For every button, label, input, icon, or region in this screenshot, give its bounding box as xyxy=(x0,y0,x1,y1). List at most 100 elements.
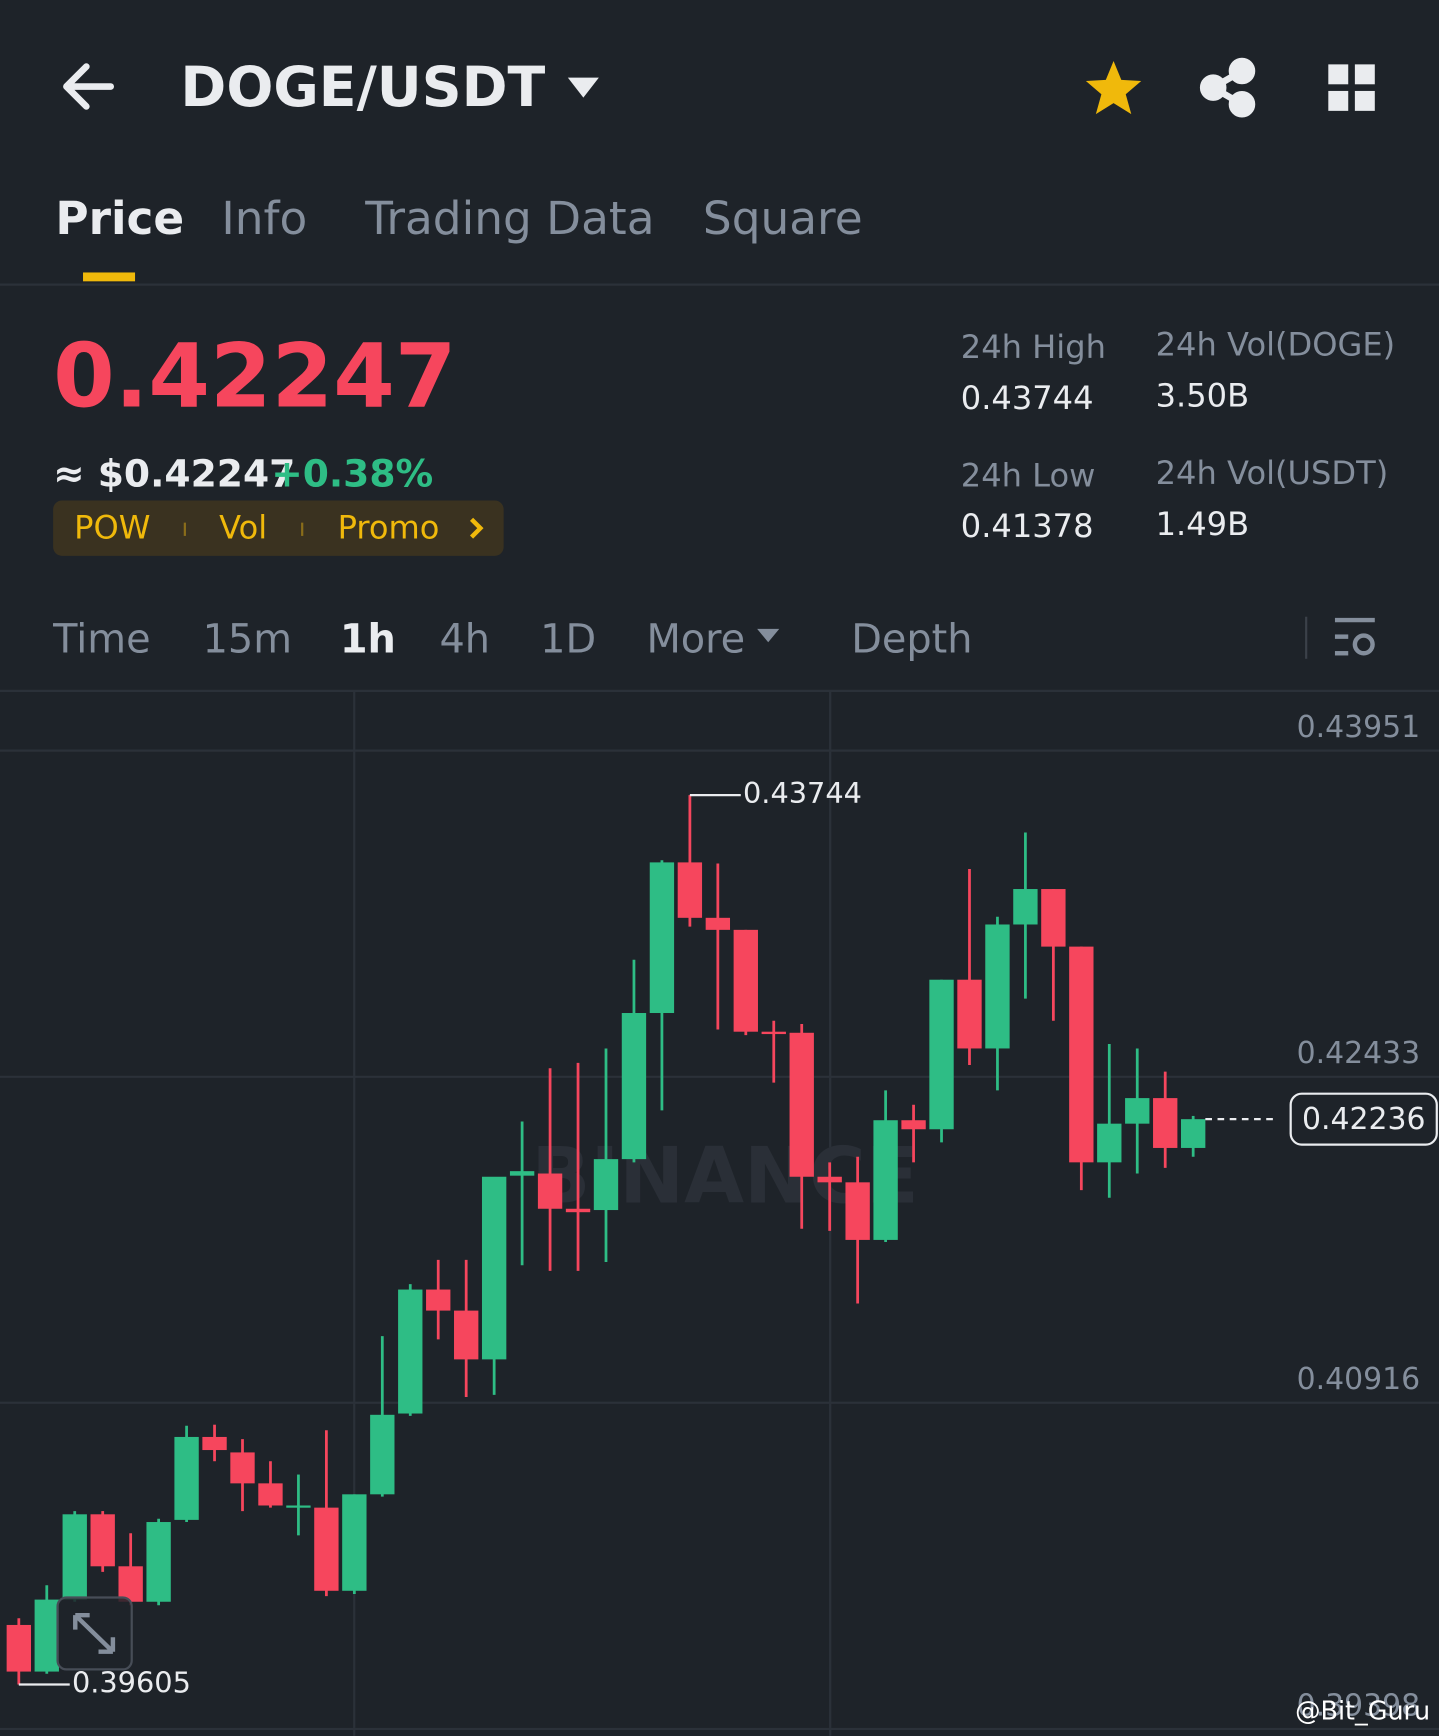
back-button[interactable] xyxy=(63,63,115,110)
interval[interactable]: More xyxy=(646,617,745,663)
stat-label: 24h High xyxy=(961,328,1106,366)
candle-body xyxy=(1041,889,1066,947)
candle-body xyxy=(1153,1098,1178,1148)
candle-body xyxy=(1180,1119,1206,1148)
more-dropdown xyxy=(757,628,780,643)
candle-body xyxy=(593,1159,619,1211)
interval[interactable]: Depth xyxy=(851,617,972,663)
candle-body xyxy=(677,862,703,918)
candle-body xyxy=(1097,1123,1122,1163)
share-dot xyxy=(1228,57,1256,85)
candle-body xyxy=(1125,1098,1150,1124)
candle-body xyxy=(454,1310,479,1360)
stat-value: 0.43744 xyxy=(961,379,1094,417)
candle-body xyxy=(985,924,1010,1049)
grid-cell xyxy=(1354,64,1375,85)
tab[interactable]: Square xyxy=(703,192,863,245)
tag: Vol xyxy=(219,508,267,546)
interval[interactable]: 1h xyxy=(340,617,396,663)
share-button[interactable] xyxy=(1199,57,1256,118)
stat-label: 24h Vol(DOGE) xyxy=(1156,326,1396,364)
candle-body xyxy=(901,1120,926,1130)
y-tick-label: 0.39398 xyxy=(1297,1688,1421,1723)
candle-body xyxy=(537,1173,563,1209)
y-tick-label: 0.43951 xyxy=(1297,710,1421,745)
candle-body xyxy=(398,1289,423,1414)
tab-indicator xyxy=(83,272,136,282)
candle-body xyxy=(1013,889,1038,925)
candle-body xyxy=(733,929,758,1032)
candle-body xyxy=(230,1452,255,1484)
stat-label: 24h Low xyxy=(961,456,1096,494)
candle-body xyxy=(202,1436,227,1451)
y-tick-label: 0.42433 xyxy=(1297,1036,1421,1071)
candle-body xyxy=(621,1013,647,1160)
tab[interactable]: Trading Data xyxy=(364,192,654,245)
candlestick-chart: BINANCE 0.439510.424330.409160.393980.43… xyxy=(0,691,1439,1736)
candle-body xyxy=(342,1494,367,1591)
candle-body xyxy=(34,1599,59,1672)
candle-body xyxy=(174,1436,199,1520)
pair-dropdown[interactable] xyxy=(567,77,599,98)
tag-bar[interactable] xyxy=(53,500,504,556)
interval[interactable]: 1D xyxy=(540,617,596,663)
fiat-price: ≈ $0.42247 xyxy=(53,452,295,496)
candle-body xyxy=(817,1176,842,1183)
settings-gear xyxy=(1352,633,1375,656)
last-price: 0.42247 xyxy=(53,324,456,427)
candle-body xyxy=(258,1483,283,1506)
candle-body xyxy=(90,1514,115,1567)
grid-cell xyxy=(1328,64,1349,85)
stat-value: 1.49B xyxy=(1156,505,1249,543)
min-label: 0.39605 xyxy=(72,1665,191,1699)
grid-cell xyxy=(1354,90,1375,111)
stat-value: 3.50B xyxy=(1156,377,1249,415)
candle-body xyxy=(118,1566,143,1602)
candle-body xyxy=(62,1514,87,1600)
candle-body xyxy=(146,1522,171,1602)
candle-body xyxy=(1069,946,1094,1163)
candle-body xyxy=(789,1032,814,1177)
stat-label: 24h Vol(USDT) xyxy=(1156,454,1389,492)
fullscreen-icon xyxy=(73,1612,116,1654)
stat-value: 0.41378 xyxy=(961,507,1094,545)
share-dot xyxy=(1228,90,1256,118)
candle-body xyxy=(761,1031,786,1035)
candle-body xyxy=(286,1505,311,1508)
candle-body xyxy=(649,862,675,1014)
grid-cell xyxy=(1328,90,1349,111)
candle-body xyxy=(705,917,731,930)
pair-title[interactable]: DOGE/USDT xyxy=(180,56,545,120)
candle-body xyxy=(509,1171,535,1176)
y-tick-label: 0.40916 xyxy=(1297,1362,1421,1397)
favorite-star[interactable] xyxy=(1085,61,1142,115)
candle-body xyxy=(565,1208,591,1213)
last-price-box xyxy=(1289,1092,1438,1146)
chevron xyxy=(469,517,484,539)
interval[interactable]: 4h xyxy=(439,617,490,663)
back-icon xyxy=(63,63,115,110)
candle-body xyxy=(481,1176,507,1360)
candle-body xyxy=(873,1120,898,1240)
tab[interactable]: Info xyxy=(221,192,307,245)
share-dot xyxy=(1199,74,1227,101)
candle-body xyxy=(314,1507,339,1591)
tag: Promo xyxy=(338,508,440,546)
last-price-label: 0.42236 xyxy=(1302,1102,1426,1137)
candle-body xyxy=(845,1182,870,1240)
tab[interactable]: Price xyxy=(55,192,184,245)
candle-body xyxy=(957,979,982,1049)
candle-body xyxy=(6,1624,31,1672)
grid-menu[interactable] xyxy=(1328,64,1375,111)
price-change: +0.38% xyxy=(271,452,433,496)
candle-body xyxy=(426,1289,451,1311)
interval[interactable]: Time xyxy=(52,617,150,663)
tag: POW xyxy=(74,508,150,546)
max-label: 0.43744 xyxy=(743,776,862,810)
candle-body xyxy=(370,1414,395,1495)
chart-settings[interactable] xyxy=(1334,617,1375,656)
interval[interactable]: 15m xyxy=(203,617,292,663)
overlay: @Bit_Guru xyxy=(56,1596,1430,1727)
